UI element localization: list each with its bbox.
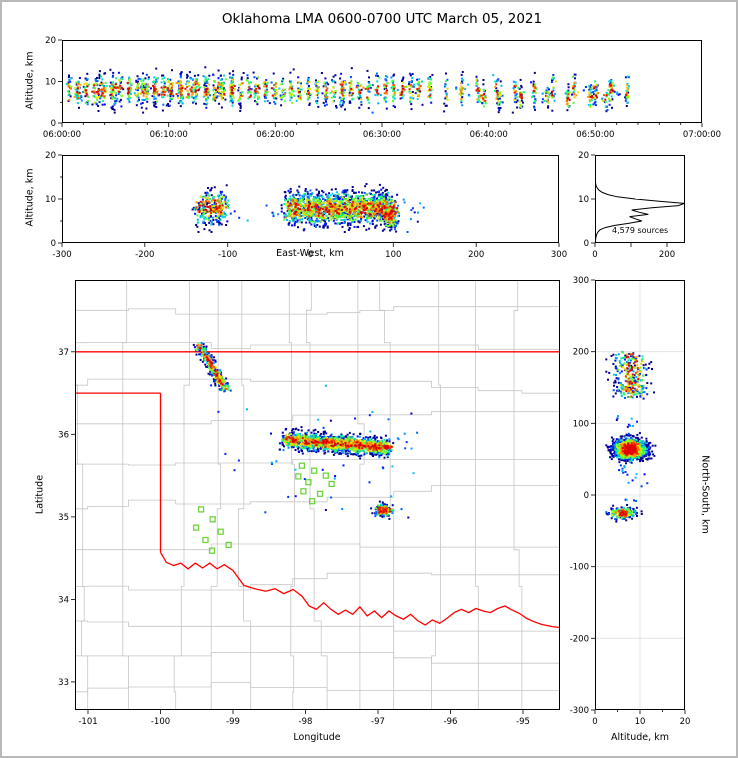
lightning-sources-map (192, 342, 419, 520)
tick-label: -300 (52, 250, 71, 260)
tick-label: 06:00:00 (43, 130, 81, 140)
plan-view-ylabel: Latitude (34, 474, 46, 515)
county-lines (75, 280, 560, 710)
axes-frame (75, 280, 560, 710)
tick-label: 20 (45, 36, 56, 46)
state-border (75, 351, 560, 629)
tick-label: 0 (51, 239, 56, 249)
time-height-ylabel: Altitude, km (24, 51, 36, 110)
axes-frame (595, 155, 685, 243)
tick-label: 200 (468, 250, 484, 260)
altitude-histogram-curve (595, 172, 685, 243)
tick-label: 06:40:00 (470, 130, 508, 140)
figure-title: Oklahoma LMA 0600-0700 UTC March 05, 202… (221, 11, 543, 27)
axes-frame (62, 40, 702, 123)
tick-label: -97 (371, 717, 385, 727)
tick-label: 10 (578, 195, 589, 205)
tick-label: 0 (584, 491, 589, 501)
tick-label: 34 (58, 595, 69, 605)
tick-label: -300 (570, 706, 589, 716)
lightning-sources-ns (605, 351, 657, 523)
axis-ticks: -101 -100 -99 -98 -97 -96 -95 33 34 35 36 37 (58, 348, 530, 727)
tick-label: 33 (58, 678, 69, 688)
axis-ticks: -300 -200 -100 0 100 200 300 0 10 20 (45, 151, 567, 260)
plan-view-xlabel: Longitude (293, 732, 341, 743)
ew-height-ylabel: Altitude, km (24, 168, 36, 227)
tick-label: 20 (45, 151, 56, 161)
tick-label: 10 (635, 717, 646, 727)
tick-label: 100 (573, 419, 589, 429)
station-markers (192, 462, 335, 554)
tick-label: -100 (151, 717, 170, 727)
source-count-annotation: 4,579 sources (612, 226, 669, 235)
tick-label: 100 (385, 250, 401, 260)
tick-label: 06:50:00 (576, 130, 614, 140)
tick-label: 07:00:00 (683, 130, 721, 140)
tick-label: -99 (226, 717, 240, 727)
tick-label: 10 (45, 78, 56, 88)
tick-label: 20 (680, 717, 691, 727)
ns-height-right-label: North-South, km (699, 455, 711, 534)
tick-label: 0 (51, 119, 56, 129)
lightning-sources-ew (191, 183, 425, 233)
tick-label: -98 (299, 717, 313, 727)
panel-plan-view: -101 -100 -99 -98 -97 -96 -95 33 34 35 36 37 (58, 280, 560, 727)
tick-label: 0 (592, 250, 597, 260)
axes-frame (62, 155, 559, 243)
tick-label: 200 (659, 250, 675, 260)
panel-alt-histogram: 0 200 0 10 20 (578, 151, 685, 260)
ns-gridlines (595, 280, 685, 710)
panel-ns-height: 0 10 20 300 200 100 0 -100 -200 -300 (570, 276, 691, 727)
tick-label: 0 (308, 250, 313, 260)
axes-frame (595, 280, 685, 710)
tick-label: 300 (573, 276, 589, 286)
tick-label: -101 (78, 717, 97, 727)
tick-label: 0 (592, 717, 597, 727)
tick-label: 06:30:00 (363, 130, 401, 140)
tick-label: 06:10:00 (150, 130, 188, 140)
panel-time-height: 06:00:00 06:10:00 06:20:00 06:30:00 06:40:00… (43, 36, 721, 140)
tick-label: -100 (570, 563, 589, 573)
tick-label: 35 (58, 513, 69, 523)
axis-ticks: 0 200 0 10 20 (578, 151, 675, 260)
ns-height-xlabel: Altitude, km (611, 732, 669, 743)
tick-label: 200 (573, 348, 589, 358)
axis-ticks: 0 10 20 300 200 100 0 -100 -200 -300 (570, 276, 691, 727)
tick-label: 300 (551, 250, 567, 260)
tick-label: 36 (58, 430, 69, 440)
tick-label: -200 (570, 634, 589, 644)
tick-label: 06:20:00 (256, 130, 294, 140)
tick-label: 0 (584, 239, 589, 249)
lightning-sources-time (65, 66, 630, 114)
tick-label: -95 (516, 717, 530, 727)
panel-ew-height: -300 -200 -100 0 100 200 300 0 10 20 (45, 151, 567, 260)
tick-label: -200 (135, 250, 154, 260)
tick-label: 20 (578, 151, 589, 161)
axis-ticks: 06:00:00 06:10:00 06:20:00 06:30:00 06:40:00… (43, 36, 721, 140)
tick-label: -100 (218, 250, 237, 260)
tick-label: -96 (444, 717, 458, 727)
tick-label: 37 (58, 348, 69, 358)
ew-height-xlabel: East-West, km (276, 248, 344, 259)
tick-label: 10 (45, 195, 56, 205)
